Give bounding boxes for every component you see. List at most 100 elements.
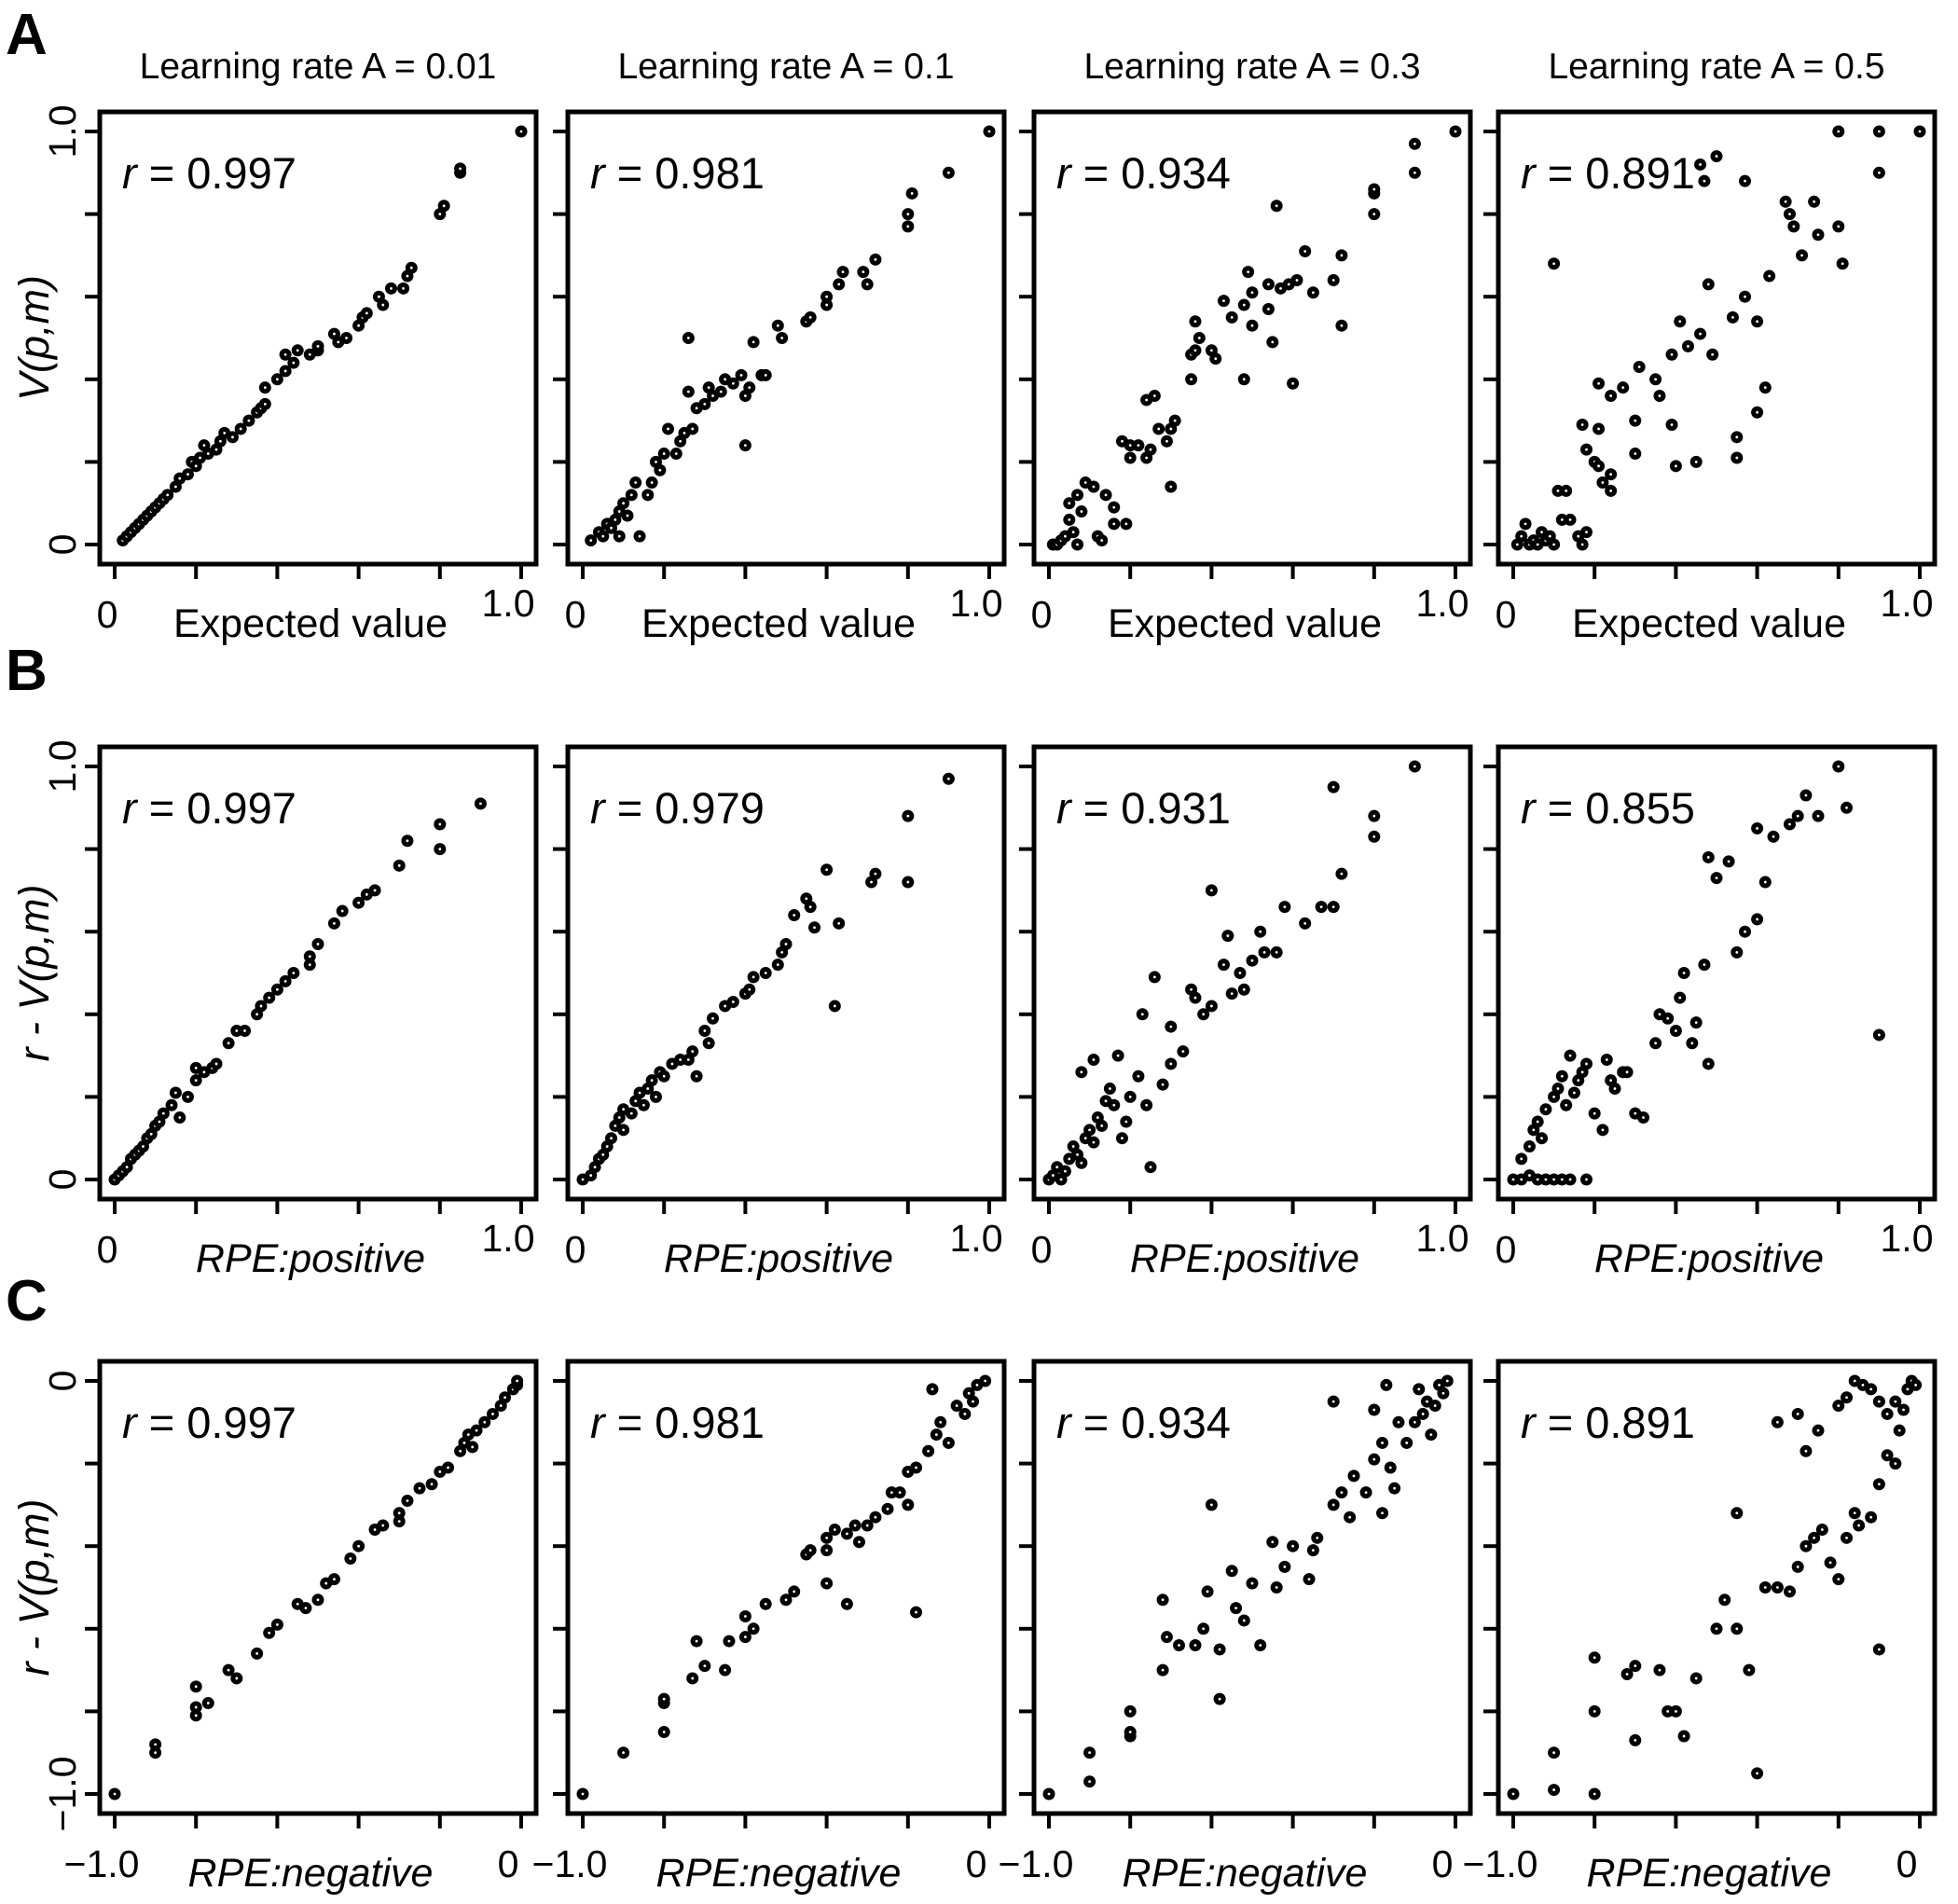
data-point-center xyxy=(1593,1792,1596,1796)
data-point-center xyxy=(1372,814,1376,818)
data-point-center xyxy=(1573,1091,1576,1095)
r-value: 0.891 xyxy=(1585,148,1695,198)
data-point-center xyxy=(662,1074,666,1078)
data-point-center xyxy=(365,311,368,315)
data-point-center xyxy=(707,1042,710,1045)
data-point-center xyxy=(1634,1111,1637,1115)
data-point-center xyxy=(1536,1178,1539,1181)
data-point-center xyxy=(174,485,177,489)
data-point-center xyxy=(1756,1772,1758,1775)
data-point-center xyxy=(324,1581,328,1585)
data-point-center xyxy=(1112,522,1116,526)
data-point-center xyxy=(503,1396,506,1400)
data-point-center xyxy=(283,352,287,356)
data-point-center xyxy=(1076,1153,1079,1156)
data-point-center xyxy=(593,1166,597,1169)
data-point-center xyxy=(1083,481,1087,484)
data-point-center xyxy=(967,1391,971,1395)
data-point-center xyxy=(1796,1565,1799,1568)
data-point-center xyxy=(1161,1668,1165,1672)
data-point-center xyxy=(1279,286,1282,290)
data-point-center xyxy=(686,337,690,339)
data-point-center xyxy=(780,337,784,339)
data-point-center xyxy=(1552,1751,1555,1755)
x-tick-label-min: 0 xyxy=(565,1228,586,1271)
r-symbol: r xyxy=(122,148,139,198)
data-point-center xyxy=(1234,1607,1237,1610)
data-point-center xyxy=(373,1528,377,1531)
data-point-center xyxy=(1763,1586,1767,1589)
data-point-center xyxy=(870,880,873,884)
data-point-center xyxy=(724,1668,726,1672)
panel-label-B: B xyxy=(6,639,48,703)
plot-frame xyxy=(565,109,1007,567)
data-point-center xyxy=(686,1058,690,1061)
data-point-center xyxy=(1585,1178,1588,1181)
data-point-center xyxy=(1735,1627,1739,1631)
data-point-center xyxy=(406,1499,409,1502)
data-point-center xyxy=(333,1578,336,1581)
data-point-center xyxy=(1694,461,1698,463)
data-point-center xyxy=(158,1120,161,1124)
x-tick-label-min: 0 xyxy=(1031,593,1053,636)
data-point-center xyxy=(1593,1710,1596,1713)
data-point-center xyxy=(1112,505,1116,509)
data-point-center xyxy=(776,963,779,967)
data-point-center xyxy=(1152,975,1156,979)
data-point-center xyxy=(1426,1400,1428,1403)
data-point-center xyxy=(259,1004,263,1008)
data-point-center xyxy=(764,373,767,377)
data-point-center xyxy=(1421,1413,1425,1415)
data-point-center xyxy=(1593,1656,1596,1660)
data-point-center xyxy=(1259,1644,1262,1647)
data-point-center xyxy=(825,1549,828,1552)
x-axis-label: RPE:positive xyxy=(1130,1236,1359,1281)
data-point-center xyxy=(1556,490,1560,492)
data-point-center xyxy=(1756,827,1758,830)
data-point-center xyxy=(235,1676,239,1680)
data-point-center xyxy=(686,390,690,393)
data-point-center xyxy=(858,1540,861,1544)
data-point-center xyxy=(1197,337,1201,339)
data-point-center xyxy=(1706,1062,1710,1066)
data-point-center xyxy=(1413,171,1416,174)
data-point-center xyxy=(349,1557,352,1560)
x-tick-label-min: 0 xyxy=(565,593,586,636)
data-point-center xyxy=(1226,934,1230,938)
data-point-center xyxy=(1536,543,1539,546)
data-point-center xyxy=(1828,1561,1832,1565)
data-point-center xyxy=(1242,987,1246,991)
data-point-center xyxy=(1275,1586,1278,1589)
data-point-center xyxy=(1597,464,1600,468)
data-point-center xyxy=(906,1470,910,1473)
data-point-center xyxy=(390,286,393,290)
r-symbol: r xyxy=(1056,1398,1073,1447)
data-point-center xyxy=(846,1602,848,1606)
data-point-center xyxy=(206,452,210,455)
data-point-center xyxy=(1678,996,1682,1000)
x-tick-label-max: 1.0 xyxy=(950,1217,1003,1260)
data-point-center xyxy=(780,950,784,954)
data-point-center xyxy=(1772,835,1775,838)
data-point-center xyxy=(589,539,593,542)
data-point-center xyxy=(1250,291,1254,295)
data-point-center xyxy=(1128,1096,1132,1098)
data-point-center xyxy=(1524,522,1527,526)
data-point-center xyxy=(1319,905,1323,909)
data-point-center xyxy=(337,340,340,344)
plot-frame xyxy=(1031,1359,1473,1816)
scatter-panel-2-1: r = 0.997 0 1.0 RPE:positive 0 1.0 xyxy=(41,740,539,1281)
r-symbol: r xyxy=(1521,783,1537,833)
data-point-center xyxy=(475,1428,478,1432)
data-point-center xyxy=(154,1743,158,1746)
data-point-center xyxy=(906,225,910,228)
data-point-center xyxy=(1568,1178,1572,1181)
data-point-center xyxy=(1556,1087,1560,1090)
plot-frame xyxy=(1031,109,1473,567)
data-point-center xyxy=(1267,283,1270,286)
data-point-center xyxy=(1845,1396,1848,1400)
data-point-center xyxy=(1388,1466,1392,1469)
data-point-center xyxy=(1796,1413,1799,1415)
data-point-center xyxy=(614,1124,617,1127)
r-equals: = xyxy=(605,783,655,833)
